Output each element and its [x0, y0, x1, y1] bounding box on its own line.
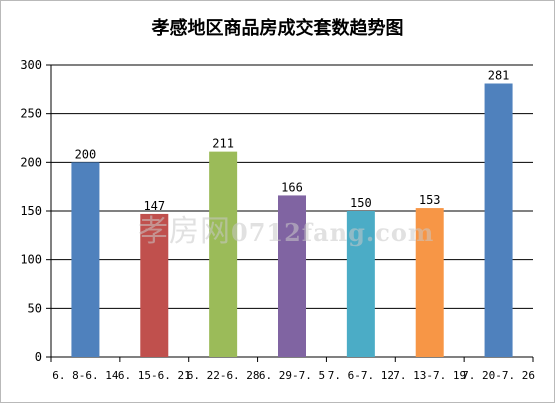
- data-label-6: 281: [488, 68, 510, 82]
- y-tick-label-6: 300: [20, 58, 42, 72]
- bar-0: [71, 162, 100, 357]
- y-tick-label-0: 0: [35, 350, 42, 364]
- bar-4: [346, 211, 375, 357]
- x-tick-label-1: 6. 15-6. 21: [118, 369, 191, 382]
- data-label-0: 200: [75, 147, 97, 161]
- y-tick-label-2: 100: [20, 253, 42, 267]
- data-label-5: 153: [419, 193, 441, 207]
- x-tick-label-2: 6. 22-6. 28: [187, 369, 260, 382]
- bar-6: [484, 83, 513, 357]
- x-tick-label-5: 7. 13-7. 19: [393, 369, 466, 382]
- chart-title: 孝感地区商品房成交套数趋势图: [151, 18, 404, 39]
- y-tick-label-3: 150: [20, 204, 42, 218]
- y-tick-label-4: 200: [20, 155, 42, 169]
- data-label-3: 166: [281, 180, 303, 194]
- x-tick-label-0: 6. 8-6. 14: [52, 369, 119, 382]
- bar-2: [209, 151, 238, 357]
- y-tick-label-1: 50: [28, 301, 42, 315]
- bar-5: [415, 208, 444, 357]
- bar-1: [140, 213, 169, 357]
- y-tick-label-5: 250: [20, 107, 42, 121]
- data-label-4: 150: [350, 196, 372, 210]
- x-tick-label-6: 7. 20-7. 26: [462, 369, 535, 382]
- data-label-2: 211: [212, 137, 234, 151]
- x-tick-label-4: 7. 6-7. 12: [328, 369, 394, 382]
- x-tick-label-3: 6. 29-7. 5: [259, 369, 325, 382]
- data-label-1: 147: [143, 199, 165, 213]
- bar-3: [278, 195, 306, 357]
